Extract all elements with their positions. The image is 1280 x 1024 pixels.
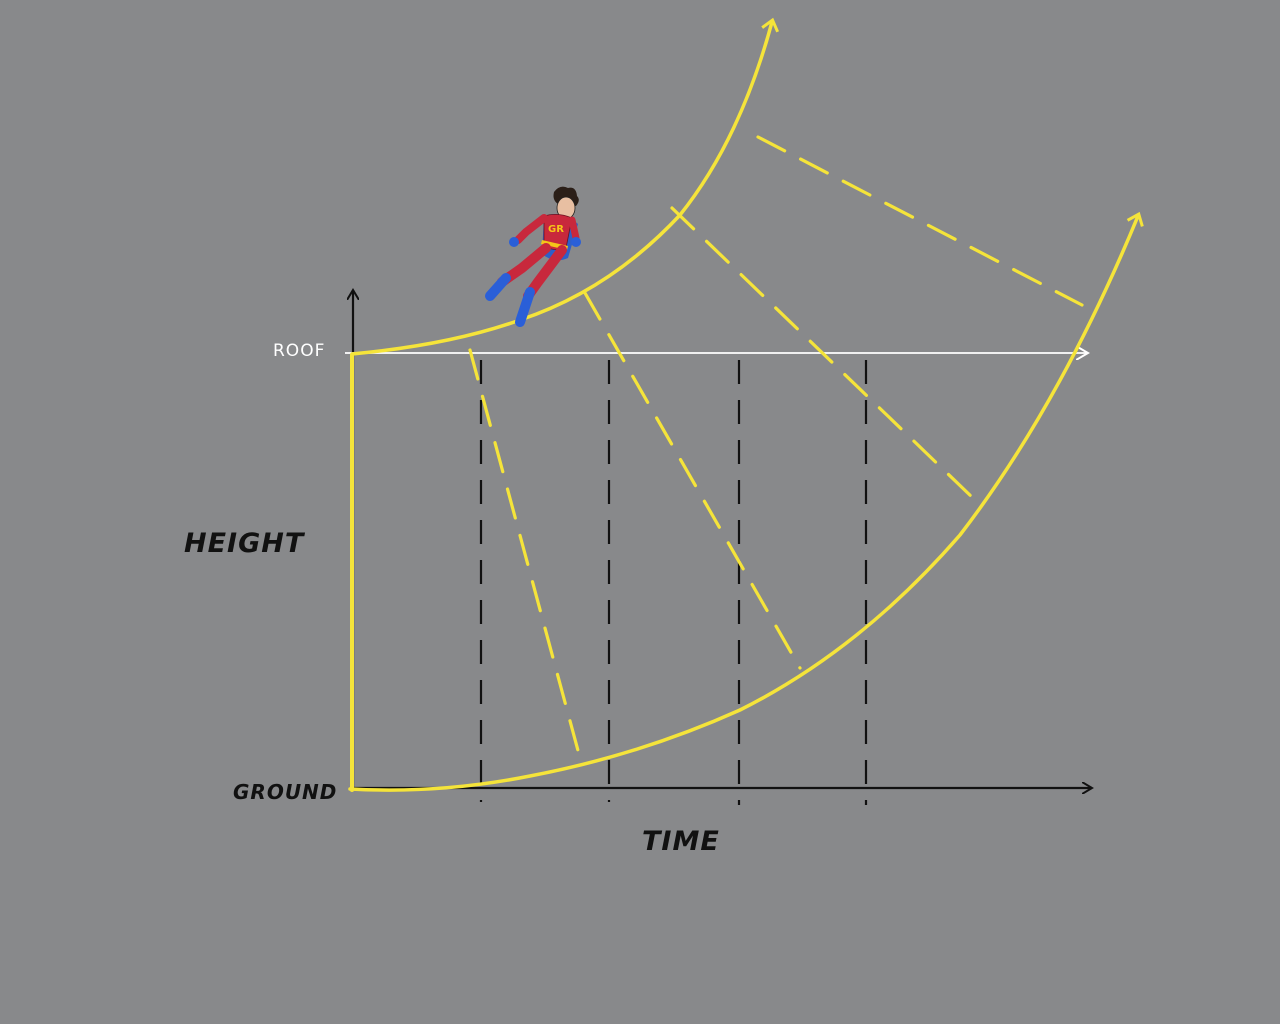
signal-line-4 — [756, 135, 1084, 307]
y-axis-label: HEIGHT — [184, 528, 305, 559]
signal-lines — [468, 135, 1084, 760]
roof-label: ROOF — [273, 341, 326, 361]
chest-letters: GR — [548, 224, 564, 235]
signal-line-1 — [468, 348, 582, 760]
signal-line-3 — [670, 206, 977, 502]
superhero-figure-icon: GR — [485, 186, 581, 327]
ground-worldline-curve — [348, 211, 1144, 792]
x-axis-label: TIME — [642, 826, 720, 857]
signal-line-2 — [583, 291, 802, 670]
roof-worldline-curve — [350, 17, 780, 356]
time-markers — [479, 360, 868, 805]
ground-label: GROUND — [233, 780, 338, 804]
